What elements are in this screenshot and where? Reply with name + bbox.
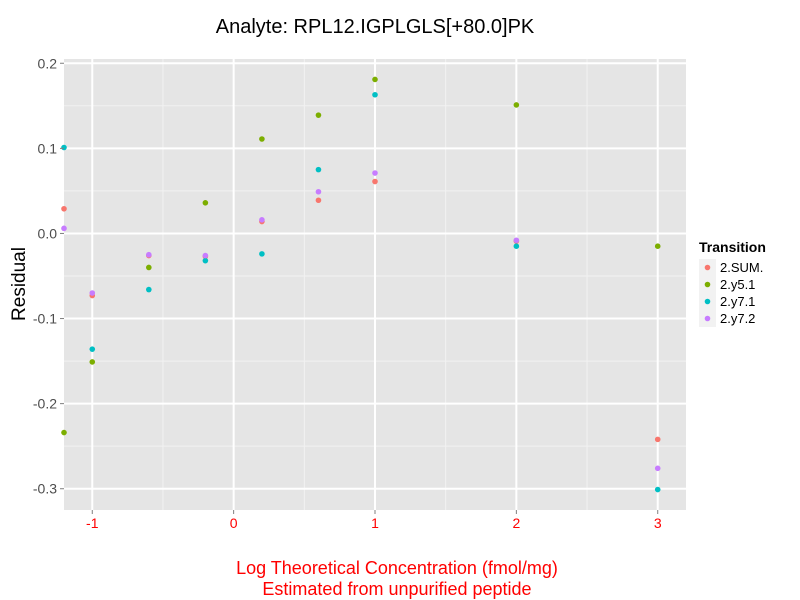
legend-label-4: 2.y7.2	[720, 311, 755, 326]
point-series-2	[513, 102, 520, 108]
y-axis-label: Residual	[9, 247, 30, 321]
point-series-3	[513, 243, 520, 250]
y-tick-label: -0.3	[33, 481, 57, 497]
x-tick-label: -1	[86, 515, 99, 531]
y-tick-label: 0.2	[38, 55, 58, 71]
y-tick-label: 0.1	[38, 140, 58, 156]
point-series-3	[259, 251, 265, 257]
x-tick-label: 1	[371, 515, 379, 531]
point-series-4	[146, 251, 152, 258]
point-series-4	[259, 217, 265, 223]
point-series-3	[202, 257, 209, 264]
point-series-3	[315, 166, 322, 173]
point-series-2	[202, 200, 209, 206]
legend: Transition 2.SUM. 2.y5.1 2.y7.1 2.y7.2	[699, 239, 766, 327]
point-series-2	[315, 112, 322, 118]
point-series-4	[89, 290, 96, 296]
point-series-4	[61, 225, 67, 232]
y-tick-label: 0.0	[38, 225, 58, 241]
point-series-1	[315, 197, 322, 204]
point-series-1	[61, 205, 67, 212]
point-series-4	[315, 188, 322, 195]
point-series-2	[89, 359, 96, 365]
point-series-3	[146, 286, 152, 293]
point-series-1	[372, 178, 378, 185]
y-tick-label: -0.1	[33, 311, 57, 327]
point-series-2	[654, 243, 661, 250]
point-series-4	[513, 237, 520, 244]
legend-key-2	[704, 281, 711, 288]
point-series-4	[654, 465, 661, 472]
point-series-2	[61, 429, 67, 436]
point-series-3	[61, 144, 67, 151]
point-series-4	[202, 252, 209, 259]
chart-title: Analyte: RPL12.IGPLGLS[+80.0]PK	[216, 16, 535, 38]
x-tick-label: 0	[230, 515, 238, 531]
legend-key-3	[704, 298, 711, 305]
data-points	[61, 76, 661, 493]
legend-key-4	[704, 315, 711, 322]
point-series-2	[146, 264, 152, 271]
x-axis-label-line-2: Estimated from unpurified peptide	[262, 579, 531, 599]
legend-label-2: 2.y5.1	[720, 277, 755, 292]
x-axis: -1 0 1 2 3	[86, 510, 662, 531]
y-axis: -0.3 -0.2 -0.1 0.0 0.1 0.2	[33, 55, 64, 497]
legend-title: Transition	[699, 239, 766, 255]
point-series-3	[372, 91, 378, 98]
point-series-2	[259, 136, 265, 142]
x-tick-label: 3	[654, 515, 662, 531]
x-tick-label: 2	[512, 515, 520, 531]
x-axis-label-line-1: Log Theoretical Concentration (fmol/mg)	[236, 558, 558, 578]
major-gridlines	[64, 59, 686, 510]
point-series-3	[654, 486, 661, 493]
y-tick-label: -0.2	[33, 396, 57, 412]
legend-label-1: 2.SUM.	[720, 260, 763, 275]
legend-label-3: 2.y7.1	[720, 294, 755, 309]
point-series-2	[372, 76, 378, 83]
point-series-4	[372, 170, 378, 176]
point-series-1	[654, 436, 661, 443]
point-series-3	[89, 346, 96, 352]
legend-key-1	[704, 264, 711, 271]
